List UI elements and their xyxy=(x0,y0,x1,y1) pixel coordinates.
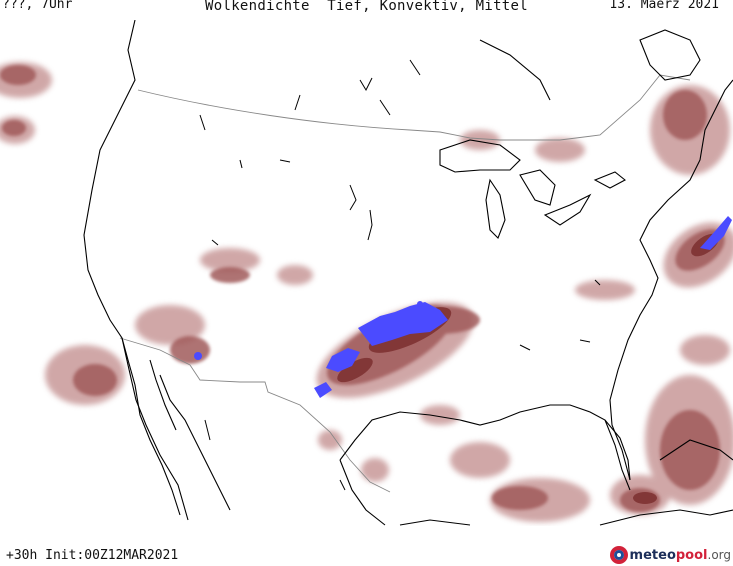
country-border xyxy=(119,74,691,493)
meteopool-logo[interactable]: meteo pool .org xyxy=(609,544,732,566)
logo-brand-b: pool xyxy=(675,547,708,563)
convective-cells xyxy=(194,216,732,398)
cloud-density-map xyxy=(0,20,733,526)
meteopool-logo-icon xyxy=(609,546,628,564)
lakes xyxy=(199,59,601,491)
valid-date: 13. Maerz 2021 xyxy=(609,0,719,12)
run-label: ???, 7Uhr xyxy=(2,0,73,12)
map-title: Wolkendichte Tief, Konvektiv, Mittel xyxy=(205,0,528,14)
coastline xyxy=(83,20,733,526)
logo-brand-a: meteo xyxy=(629,547,676,563)
logo-tld: .org xyxy=(707,548,732,562)
forecast-step-init: +30h Init:00Z12MAR2021 xyxy=(6,548,179,563)
